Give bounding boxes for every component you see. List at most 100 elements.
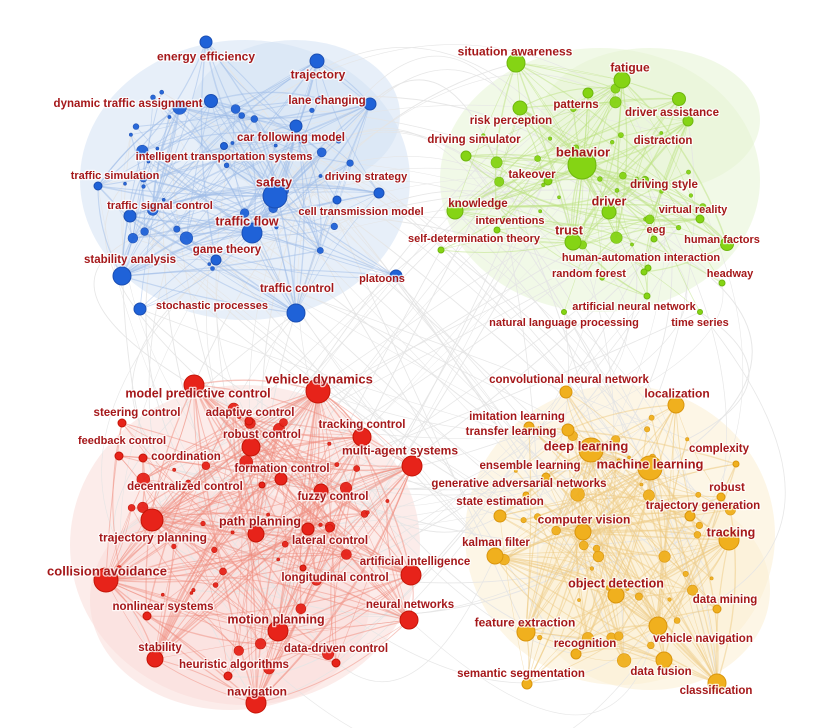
minor-node[interactable] <box>634 592 643 601</box>
minor-node[interactable] <box>597 176 603 182</box>
minor-node[interactable] <box>128 132 133 137</box>
minor-node[interactable] <box>223 162 230 169</box>
node-fatigue[interactable] <box>613 71 631 89</box>
node-behavior[interactable] <box>567 150 597 180</box>
node-stability-analysis[interactable] <box>112 266 132 286</box>
minor-node[interactable] <box>325 524 334 533</box>
node-transfer-learning[interactable] <box>561 423 575 437</box>
node-label-formation-control[interactable]: formation control <box>233 462 331 477</box>
minor-node[interactable] <box>520 517 527 524</box>
node-kalman-filter[interactable] <box>486 547 504 565</box>
node-label-path-planning[interactable]: path planning <box>218 513 303 530</box>
minor-node[interactable] <box>322 647 335 660</box>
node-label-safety[interactable]: safety <box>255 174 294 191</box>
minor-node[interactable] <box>239 455 253 469</box>
minor-node[interactable] <box>556 642 561 647</box>
minor-node[interactable] <box>334 573 340 580</box>
minor-node[interactable] <box>200 520 206 527</box>
minor-node[interactable] <box>687 584 698 596</box>
minor-node[interactable] <box>481 133 486 138</box>
minor-node[interactable] <box>609 96 622 109</box>
minor-node[interactable] <box>334 462 340 467</box>
minor-node[interactable] <box>644 214 655 225</box>
node-label-data-driven-control[interactable]: data-driven control <box>283 642 390 657</box>
node-platoons[interactable] <box>389 269 403 283</box>
node-artificial-neural-network[interactable] <box>643 292 651 300</box>
node-stability[interactable] <box>146 650 164 668</box>
node-vehicle-dynamics[interactable] <box>305 378 331 404</box>
node-data-mining[interactable] <box>712 604 722 614</box>
node-feedback-control[interactable] <box>114 451 124 461</box>
node-label-platoons[interactable]: platoons <box>358 272 406 287</box>
node-label-semantic-segmentation[interactable]: semantic segmentation <box>456 667 586 682</box>
minor-node[interactable] <box>494 176 505 187</box>
minor-node[interactable] <box>274 225 279 230</box>
node-traffic-simulation[interactable] <box>93 181 103 191</box>
node-interventions[interactable] <box>493 226 501 234</box>
minor-node[interactable] <box>155 146 160 151</box>
minor-node[interactable] <box>644 426 651 433</box>
node-classification[interactable] <box>707 673 727 693</box>
node-model-predictive-control[interactable] <box>183 374 205 396</box>
minor-node[interactable] <box>339 481 352 494</box>
minor-node[interactable] <box>139 175 147 183</box>
node-label-trajectory-generation[interactable]: trajectory generation <box>644 499 761 514</box>
minor-node[interactable] <box>273 143 278 148</box>
minor-node[interactable] <box>695 521 704 530</box>
node-recognition[interactable] <box>570 648 582 660</box>
minor-node[interactable] <box>605 585 612 591</box>
minor-node[interactable] <box>557 195 561 200</box>
node-label-transfer-learning[interactable]: transfer learning <box>464 425 557 440</box>
minor-node[interactable] <box>159 89 164 95</box>
node-trajectory[interactable] <box>309 53 325 69</box>
minor-node[interactable] <box>572 144 579 151</box>
node-time-series[interactable] <box>697 309 703 315</box>
minor-node[interactable] <box>207 262 212 266</box>
node-trajectory-planning[interactable] <box>140 508 164 532</box>
minor-node[interactable] <box>212 582 219 588</box>
node-label-human-automation-interaction[interactable]: human-automation interaction <box>561 251 722 266</box>
node-label-navigation[interactable]: navigation <box>226 683 289 700</box>
minor-node[interactable] <box>578 540 589 551</box>
minor-node[interactable] <box>136 472 151 487</box>
node-label-random-forest[interactable]: random forest <box>551 267 628 282</box>
minor-node[interactable] <box>544 465 549 469</box>
minor-node[interactable] <box>172 100 187 115</box>
minor-node[interactable] <box>659 189 664 194</box>
minor-node[interactable] <box>570 487 585 502</box>
minor-node[interactable] <box>584 270 589 275</box>
minor-node[interactable] <box>634 180 642 187</box>
node-knowledge[interactable] <box>446 202 464 220</box>
node-label-heuristic-algorithms[interactable]: heuristic algorithms <box>178 658 291 673</box>
node-random-forest[interactable] <box>640 268 648 276</box>
minor-node[interactable] <box>132 123 140 130</box>
minor-node[interactable] <box>238 112 245 119</box>
minor-node[interactable] <box>233 645 244 656</box>
minor-node[interactable] <box>310 574 322 586</box>
minor-node[interactable] <box>136 144 149 157</box>
minor-node[interactable] <box>236 414 242 419</box>
node-label-risk-perception[interactable]: risk perception <box>468 114 553 129</box>
node-decentralized-control[interactable] <box>258 481 266 489</box>
node-object-detection[interactable] <box>607 586 625 604</box>
node-steering-control[interactable] <box>117 418 127 428</box>
minor-node[interactable] <box>318 174 323 178</box>
node-computer-vision[interactable] <box>574 523 592 541</box>
node-label-object-detection[interactable]: object detection <box>567 575 665 592</box>
node-label-longitudinal-control[interactable]: longitudinal control <box>280 571 390 586</box>
node-energy-efficiency[interactable] <box>199 35 213 49</box>
minor-node[interactable] <box>614 188 620 193</box>
node-game-theory[interactable] <box>210 254 222 266</box>
node-label-distraction[interactable]: distraction <box>632 134 693 149</box>
minor-node[interactable] <box>140 227 149 236</box>
node-takeover[interactable] <box>543 176 553 186</box>
minor-node[interactable] <box>634 176 639 181</box>
minor-node[interactable] <box>648 414 655 421</box>
node-tracking-control[interactable] <box>352 427 372 447</box>
minor-node[interactable] <box>318 423 323 428</box>
minor-node[interactable] <box>330 222 338 230</box>
minor-node[interactable] <box>116 565 122 571</box>
node-label-takeover[interactable]: takeover <box>507 168 557 183</box>
node-state-estimation[interactable] <box>493 509 507 523</box>
